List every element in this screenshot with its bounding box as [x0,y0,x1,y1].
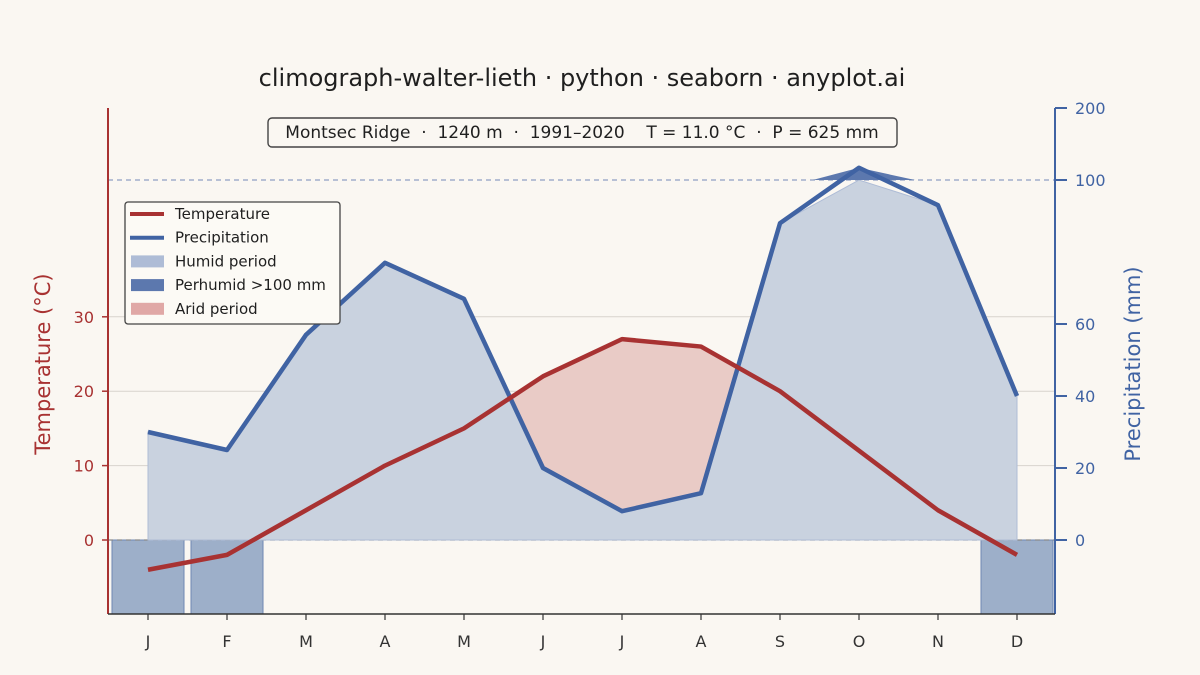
x-tick-label-4: M [457,632,471,651]
legend-label-0: Temperature [174,205,270,223]
station-info: Montsec Ridge · 1240 m · 1991–2020 T = 1… [285,123,878,143]
left-tick-label-0: 0 [84,531,94,550]
temperature-line [147,336,1019,572]
legend-swatch-3 [131,279,164,292]
x-tick-label-2: M [299,632,313,651]
legend-swatch-4 [131,302,164,315]
axes-layer: 0 10 20 30 0 20 40 60 100 200 J F M A M J J A S O N D Temperat… [31,99,1145,651]
right-tick-label-200: 200 [1075,99,1106,118]
left-axis-label: Temperature (°C) [31,273,55,455]
chart-legend: Temperature Precipitation Humid period Perh… [124,201,341,325]
perhumid-fill [812,167,915,180]
left-tick-label-20: 20 [74,382,94,401]
x-tick-label-6: J [619,632,625,651]
station-info-frame [267,117,898,148]
chart-title: climograph-walter-lieth · python · seabo… [259,64,906,92]
frost-month-box-1 [190,539,264,615]
right-axis-label: Precipitation (mm) [1121,266,1145,461]
station-info-box: Montsec Ridge · 1240 m · 1991–2020 T = 1… [267,117,898,148]
legend-label-2: Humid period [175,252,277,270]
series-lines-layer [147,165,1020,572]
x-tick-label-11: D [1011,632,1023,651]
right-tick-label-20: 20 [1075,459,1095,478]
frost-month-box-0 [111,539,185,615]
right-tick-label-100: 100 [1075,171,1106,190]
x-tick-label-0: J [145,632,151,651]
x-tick-label-9: O [853,632,866,651]
x-tick-label-7: A [696,632,707,651]
x-tick-label-1: F [222,632,231,651]
right-tick-label-40: 40 [1075,387,1095,406]
right-tick-label-60: 60 [1075,315,1095,334]
legend-label-3: Perhumid >100 mm [175,276,326,294]
legend-label-4: Arid period [175,300,258,318]
frost-months-layer [111,539,1054,615]
legend-label-1: Precipitation [175,229,269,247]
left-tick-label-30: 30 [74,308,94,327]
x-tick-label-3: A [380,632,391,651]
left-tick-label-10: 10 [74,457,94,476]
legend-frame [124,201,341,325]
x-tick-label-5: J [540,632,546,651]
frost-month-box-11 [980,539,1054,615]
arid-period-fill [510,339,738,512]
precipitation-line [147,165,1020,514]
legend-swatch-2 [131,255,164,268]
right-tick-label-0: 0 [1075,531,1085,550]
x-tick-label-8: S [775,632,785,651]
x-tick-label-10: N [932,632,944,651]
